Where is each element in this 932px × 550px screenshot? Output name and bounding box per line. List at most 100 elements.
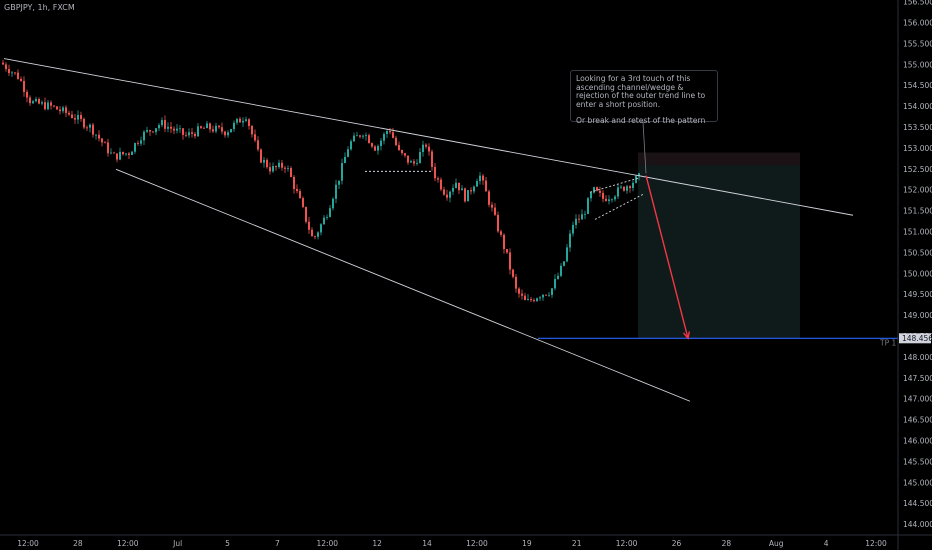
candle-body [428,146,430,152]
time-tick-label: 12 [372,539,382,548]
target-label: TP 1 [879,338,896,347]
candle-body [377,145,379,151]
candle-body [56,106,58,110]
symbol-title[interactable]: GBPJPY, 1h, FXCM [4,3,75,12]
candle-body [557,275,559,279]
time-tick-label: 5 [225,539,230,548]
candle-body [332,198,334,209]
candle-body [359,135,361,137]
annotation-note[interactable]: Looking for a 3rd touch of this ascendin… [570,70,718,125]
candle-body [539,297,541,299]
price-tick-label: 153.500 [903,123,932,132]
candle-body [278,162,280,168]
annotation-line-1: Looking for a 3rd touch of this ascendin… [576,74,706,109]
candle-body [119,151,121,160]
candle-body [578,218,580,220]
candle-body [503,234,505,250]
candle-body [263,159,265,163]
target-price-tag-box [899,333,931,344]
candle-body [581,214,583,220]
candle-body [452,187,454,192]
price-tick-label: 149.500 [903,290,932,299]
candle-body [38,98,40,104]
candle-body [314,236,316,238]
projection-arrow [645,175,689,339]
time-tick-label: 12:00 [865,539,887,548]
candle-body [5,64,7,70]
candle-body [179,128,181,130]
candle-body [356,135,358,137]
candle-body [293,176,295,189]
time-tick-label: 12:00 [17,539,39,548]
candle-body [518,288,520,294]
time-tick-label: 26 [672,539,682,548]
candle-body [386,131,388,134]
candle-body [305,206,307,222]
candle-body [299,191,301,199]
candle-body [209,123,211,130]
candle-body [53,105,55,107]
time-tick-label: 28 [73,539,83,548]
candle-body [383,133,385,141]
candle-body [8,69,10,74]
candle-body [71,114,73,118]
candle-body [464,188,466,202]
candle-body [617,187,619,197]
candle-body [371,143,373,147]
candle-body [65,107,67,113]
candle-body [152,131,154,133]
candle-body [638,173,640,177]
trendline-wedge-bottom [594,193,644,220]
candle-body [536,298,538,302]
candle-body [35,98,37,102]
candle-body [341,163,343,181]
candle-body [275,166,277,168]
candle-body [188,132,190,136]
candle-body [470,190,472,192]
price-tick-label: 153.000 [903,144,932,153]
candle-body [347,149,349,157]
candle-body [26,91,28,98]
candle-body [479,175,481,182]
candle-body [353,135,355,142]
price-tick-label: 154.000 [903,102,932,111]
candle-body [491,204,493,208]
candle-body [260,149,262,163]
price-tick-label: 150.500 [903,248,932,257]
time-tick-label: 12:00 [316,539,338,548]
candle-body [197,126,199,137]
candle-body [62,107,64,112]
candle-body [134,143,136,152]
candle-body [137,143,139,144]
candle-body [497,214,499,232]
candle-body [389,131,391,133]
price-axis[interactable]: 156.500 156.000 155.500 155.000 154.500 154.0… [897,0,932,550]
candle-body [230,129,232,133]
candle-body [554,278,556,289]
price-tick-label: 152.000 [903,186,932,195]
candle-body [596,187,598,191]
candle-body [221,127,223,132]
candle-body [251,126,253,135]
candle-body [272,166,274,172]
candle-body [398,145,400,150]
time-tick-label: 21 [572,539,582,548]
candle-body [416,163,418,164]
time-axis[interactable]: 12:00 28 12:00 Jul 5 7 12:00 12 14 12:00 19 21 12:00… [0,534,932,548]
candle-body [632,182,634,188]
candle-body [2,62,4,65]
price-tick-label: 148.000 [903,353,932,362]
candle-body [212,129,214,132]
candle-body [176,128,178,131]
candle-body [284,167,286,169]
candle-body [605,198,607,202]
candle-body [566,247,568,262]
trendline-upper [3,58,854,216]
projection-arrow-head [682,331,691,340]
candle-body [434,166,436,179]
candle-body [551,288,553,295]
candle-body [380,140,382,146]
candle-body [467,190,469,202]
candle-body [542,294,544,298]
